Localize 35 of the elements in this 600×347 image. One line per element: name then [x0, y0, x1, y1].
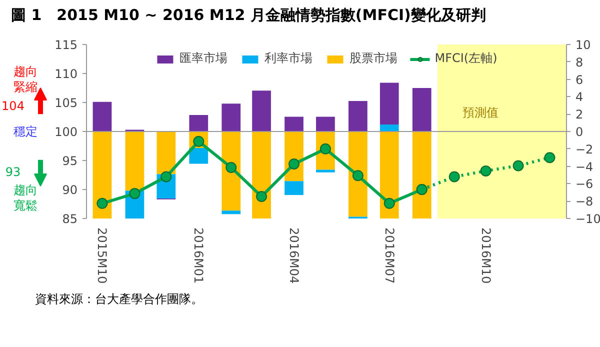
text: 104 — [2, 98, 24, 113]
y2-tick-label: −6 — [576, 177, 594, 192]
y-tick-label: 115 — [54, 38, 78, 52]
legend-label: 匯率市場 — [180, 50, 228, 67]
legend-label: MFCI(左軸) — [434, 50, 498, 67]
y2-tick-label: 4 — [576, 90, 584, 104]
y-tick-label: 110 — [54, 67, 78, 81]
y-tick-label: 100 — [54, 125, 78, 139]
y2-tick-label: −10 — [576, 212, 600, 226]
y2-tick-label: −8 — [576, 194, 594, 209]
x-tick-label: 2016M07 — [382, 228, 396, 284]
legend-label: 股票市場 — [350, 50, 398, 67]
y2-tick-label: −4 — [576, 160, 594, 174]
text: 穩定 — [14, 124, 38, 138]
legend-label: 利率市場 — [264, 50, 313, 67]
chart-title: 圖 1 2015 M10 ~ 2016 M12 月金融情勢指數(MFCI)變化及研判 — [11, 5, 486, 26]
x-tick-label: 2016M01 — [192, 228, 206, 284]
text: 趨向寬鬆 — [14, 182, 38, 212]
text: 93 — [5, 165, 21, 180]
y-tick-label: 90 — [62, 183, 78, 197]
y2-tick-label: 8 — [576, 55, 584, 70]
y2-tick-label: 0 — [576, 125, 584, 139]
y-tick-label: 95 — [62, 154, 78, 168]
y2-tick-label: 2 — [576, 108, 584, 122]
text: 趨向緊縮 — [14, 64, 38, 94]
x-tick-label: 2016M10 — [478, 228, 493, 284]
x-tick-label: 2016M04 — [287, 228, 302, 284]
y-tick-label: 85 — [62, 212, 78, 226]
x-tick-label: 2015M10 — [95, 228, 110, 284]
y2-tick-label: 6 — [576, 72, 584, 87]
y-tick-label: 105 — [54, 96, 78, 110]
band-label: 預測值 — [462, 105, 499, 120]
y2-tick-label: 10 — [576, 38, 591, 52]
source-note: 資料來源：台大產學合作團隊。 — [35, 291, 203, 308]
y2-tick-label: −2 — [576, 142, 594, 156]
